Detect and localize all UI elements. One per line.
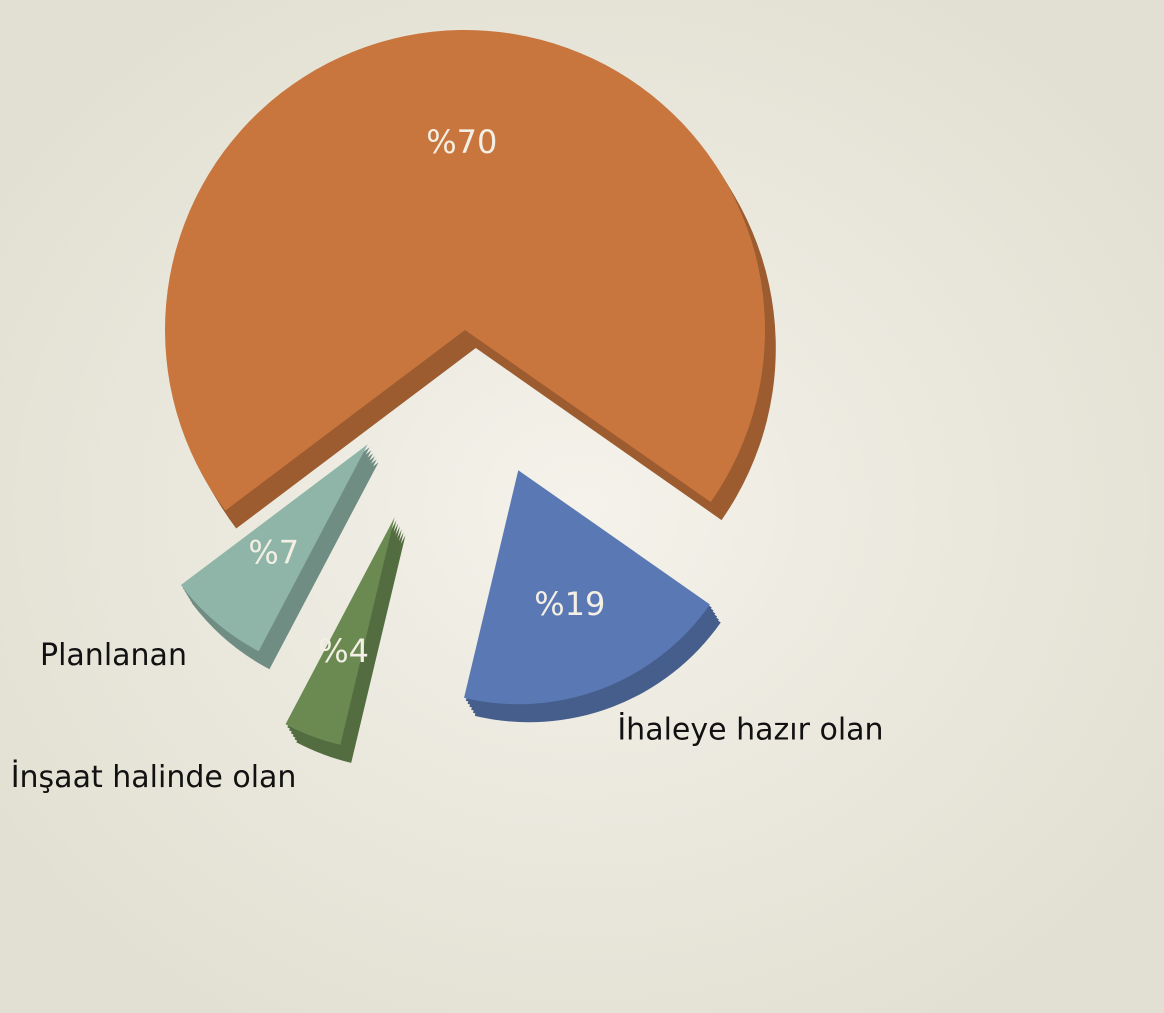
category-label: Planlanan (40, 638, 187, 673)
slice (464, 470, 710, 705)
value-label: %4 (318, 632, 369, 670)
slice (180, 444, 368, 652)
slice (165, 29, 766, 511)
value-label: %70 (426, 123, 497, 161)
value-label: %19 (534, 585, 605, 623)
slice (285, 517, 395, 745)
category-label: İhaleye hazır olan (617, 712, 883, 748)
value-label: %7 (248, 534, 299, 572)
category-label: İnşaat halinde olan (11, 759, 297, 795)
category-label: İşletmeye açılan (336, 0, 581, 2)
pie: %70 İşletmeye açılan %19 İhaleye hazır olan… (11, 0, 884, 795)
